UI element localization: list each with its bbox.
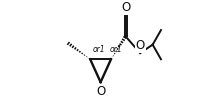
Text: O: O bbox=[135, 39, 145, 52]
Text: O: O bbox=[121, 1, 130, 14]
Text: or1: or1 bbox=[110, 45, 123, 54]
Text: or1: or1 bbox=[93, 45, 105, 54]
Text: O: O bbox=[96, 85, 105, 98]
